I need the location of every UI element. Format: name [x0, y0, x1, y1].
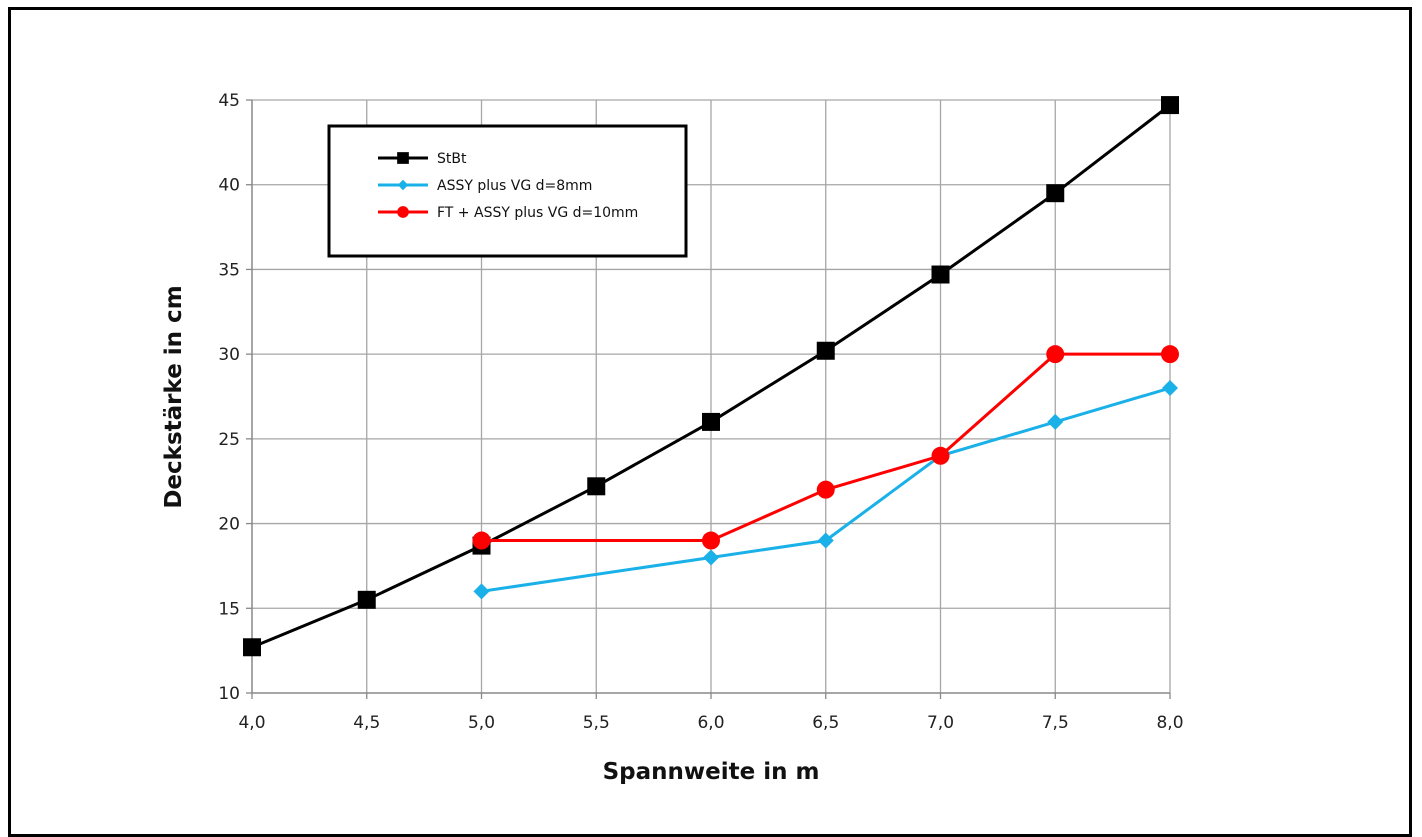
data-point — [816, 341, 835, 360]
data-point — [1161, 96, 1179, 115]
x-tick-label: 4,5 — [353, 713, 380, 733]
data-point — [931, 265, 950, 284]
data-point — [817, 532, 834, 549]
legend-marker — [397, 179, 409, 191]
legend: StBt ASSY plus VG d=8mm FT + ASSY plus VG … — [327, 124, 688, 258]
legend-marker — [397, 206, 409, 218]
y-tick-label: 35 — [218, 260, 240, 280]
data-point — [472, 531, 491, 550]
x-tick-label: 6,0 — [697, 713, 724, 733]
axes — [246, 99, 1171, 699]
series-layer — [243, 96, 1179, 657]
x-tick-label: 7,5 — [1042, 713, 1069, 733]
y-tick-label: 40 — [218, 176, 240, 196]
data-point — [587, 477, 606, 496]
x-tick-label: 5,5 — [583, 713, 610, 733]
series-1 — [473, 380, 1178, 600]
x-tick-label: 7,0 — [927, 713, 954, 733]
x-tick-label: 4,0 — [238, 713, 265, 733]
data-point — [702, 412, 720, 431]
x-tick-label: 6,5 — [812, 713, 839, 733]
data-point — [1047, 413, 1064, 430]
y-tick-label: 25 — [218, 430, 240, 450]
y-tick-label: 45 — [218, 91, 240, 111]
grid-lines — [252, 99, 1171, 693]
legend-marker — [397, 152, 409, 164]
data-point — [1161, 345, 1179, 364]
data-point — [816, 480, 835, 499]
legend-box — [327, 124, 688, 258]
data-point — [1046, 345, 1065, 364]
data-point — [473, 583, 490, 600]
y-tick-label: 30 — [218, 345, 240, 365]
series-line — [481, 386, 1171, 593]
x-tick-label: 5,0 — [468, 713, 495, 733]
legend-label: StBt — [437, 151, 467, 167]
legend-label: ASSY plus VG d=8mm — [437, 178, 592, 194]
y-tick-label: 10 — [218, 684, 240, 704]
data-point — [702, 531, 720, 550]
x-axis-title: Spannweite in m — [603, 759, 820, 785]
data-point — [1162, 380, 1178, 397]
data-point — [1046, 184, 1065, 203]
series-2 — [472, 345, 1179, 550]
y-tick-label: 15 — [218, 599, 240, 619]
data-point — [243, 638, 261, 657]
tick-labels: 4,0 4,5 5,0 5,5 6,0 6,5 7,0 7,5 8,0 10 15 20 25 30 35 4… — [218, 91, 1183, 733]
x-tick-label: 8,0 — [1156, 713, 1183, 733]
data-point — [703, 549, 719, 566]
data-point — [357, 590, 376, 609]
series-line — [481, 352, 1170, 543]
y-axis-title: Deckstärke in cm — [161, 285, 187, 508]
data-point — [931, 446, 950, 465]
legend-items: StBt ASSY plus VG d=8mm FT + ASSY plus VG … — [378, 151, 638, 221]
legend-label: FT + ASSY plus VG d=10mm — [437, 205, 638, 221]
y-tick-label: 20 — [218, 515, 240, 535]
